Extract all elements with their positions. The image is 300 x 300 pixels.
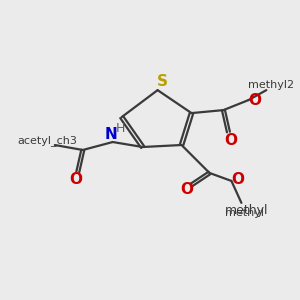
Text: O: O: [224, 133, 237, 148]
Text: S: S: [157, 74, 168, 89]
Text: O: O: [231, 172, 244, 188]
Text: O: O: [248, 93, 261, 108]
Text: acetyl_ch3: acetyl_ch3: [17, 136, 77, 146]
Text: methyl: methyl: [225, 204, 268, 217]
Text: N: N: [104, 127, 117, 142]
Text: O: O: [180, 182, 193, 197]
Text: H: H: [116, 122, 125, 135]
Text: O: O: [69, 172, 82, 188]
Text: methyl2: methyl2: [248, 80, 294, 90]
Text: methyl: methyl: [225, 208, 264, 218]
